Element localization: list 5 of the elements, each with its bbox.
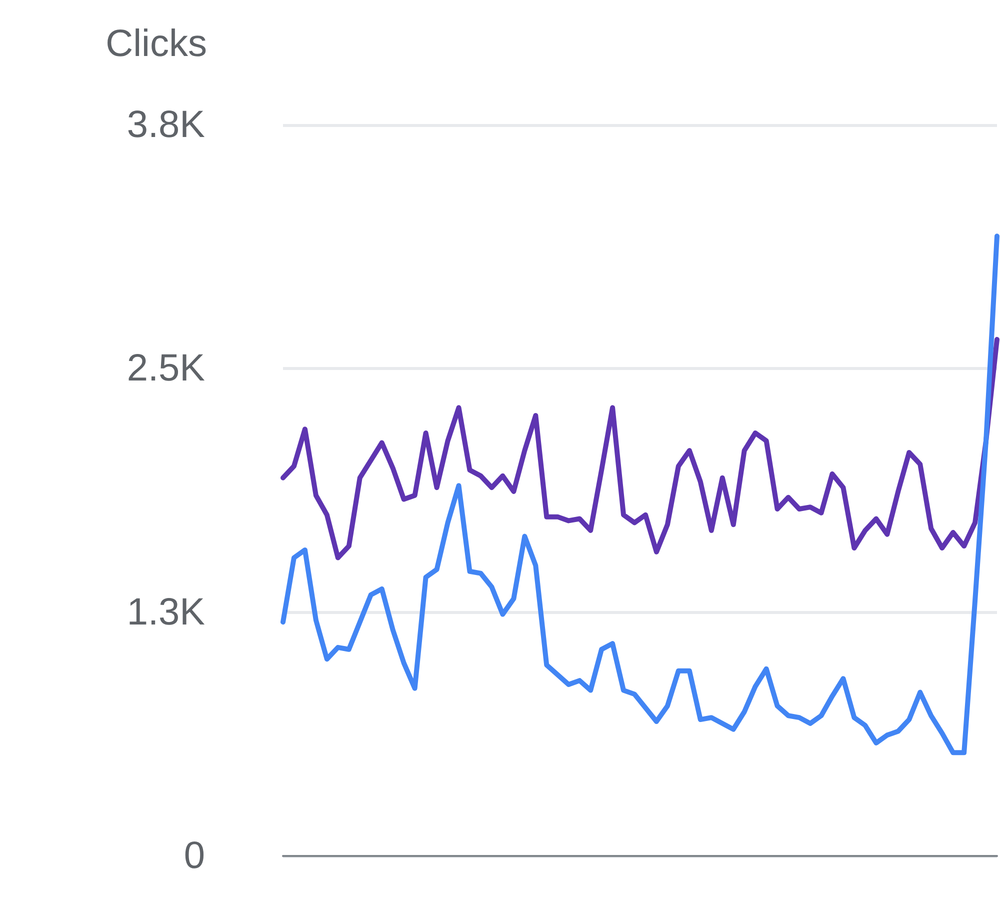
y-tick-label: 0 <box>184 835 205 877</box>
y-tick-label: 3.8K <box>126 104 205 146</box>
y-tick-label: 2.5K <box>126 348 205 390</box>
y-axis-title: Clicks <box>106 23 207 65</box>
y-tick-label: 1.3K <box>126 591 205 634</box>
